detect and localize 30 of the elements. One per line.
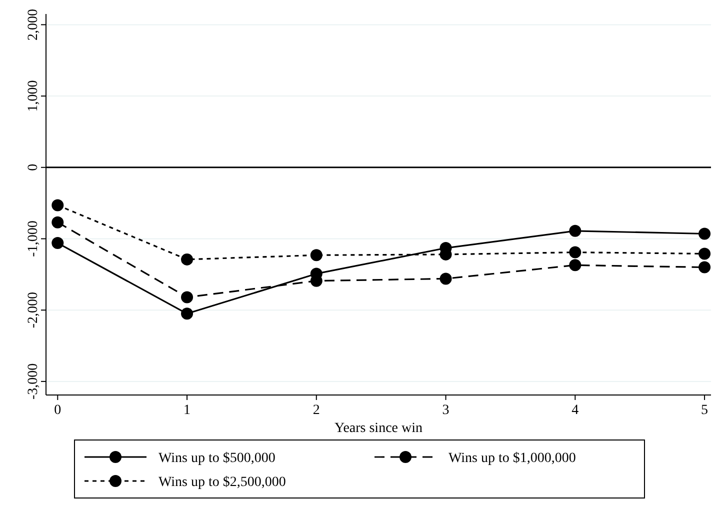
x-tick-label: 3 bbox=[442, 403, 450, 418]
y-tick-label: -3,000 bbox=[26, 363, 41, 400]
point bbox=[698, 228, 711, 240]
point bbox=[52, 216, 64, 228]
x-tick-label: 2 bbox=[312, 403, 320, 418]
y-tick-label: 0 bbox=[26, 164, 41, 171]
point bbox=[569, 224, 582, 237]
x-tick-label: 5 bbox=[701, 403, 708, 418]
point bbox=[310, 249, 322, 262]
legend-label: Wins up to $2,500,000 bbox=[158, 475, 286, 490]
x-tick-label: 0 bbox=[54, 403, 62, 418]
point bbox=[181, 308, 194, 320]
point bbox=[52, 199, 64, 212]
x-axis-title: Years since win bbox=[334, 421, 423, 436]
point bbox=[440, 272, 452, 285]
point bbox=[569, 246, 582, 258]
point bbox=[52, 237, 64, 250]
y-tick-label: -2,000 bbox=[26, 292, 41, 328]
x-tick-label: 1 bbox=[184, 403, 191, 418]
point bbox=[698, 261, 711, 274]
legend-label: Wins up to $500,000 bbox=[158, 451, 276, 466]
y-tick-label: 1,000 bbox=[26, 80, 41, 112]
x-tick-label: 4 bbox=[572, 403, 579, 418]
y-tick-label: -1,000 bbox=[26, 220, 41, 257]
point bbox=[569, 259, 582, 272]
point bbox=[181, 291, 194, 304]
point bbox=[181, 253, 194, 266]
legend-label: Wins up to $1,000,000 bbox=[448, 451, 576, 466]
point bbox=[698, 248, 711, 260]
y-tick-label: 2,000 bbox=[26, 8, 41, 40]
